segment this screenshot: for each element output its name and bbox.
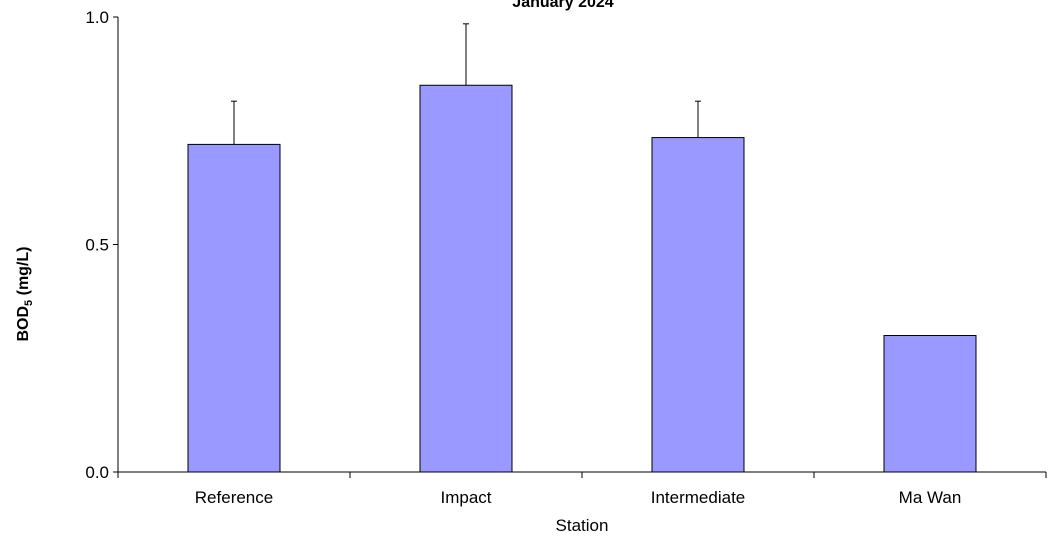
bar-reference	[187, 143, 281, 473]
bars-group	[187, 84, 977, 473]
x-ticks-group: Reference Impact Intermediate Ma Wan	[117, 472, 1047, 507]
chart-title: January 2024	[512, 0, 614, 11]
bar-impact	[419, 84, 513, 473]
y-tick-label: 0.5	[85, 236, 109, 255]
y-axis-label-unit: (mg/L)	[15, 246, 32, 299]
y-axis-label: BOD5 (mg/L)	[15, 246, 35, 341]
x-axis-label: Station	[556, 516, 609, 535]
y-ticks-group: 0.0 0.5 1.0	[85, 8, 118, 482]
y-tick-label: 1.0	[85, 8, 109, 27]
y-axis-label-subscript: 5	[23, 300, 35, 306]
bar-ma-wan	[883, 335, 977, 473]
x-tick-label: Impact	[440, 488, 491, 507]
x-tick-label: Ma Wan	[899, 488, 962, 507]
bar-intermediate	[651, 137, 745, 473]
y-axis-label-main: BOD	[15, 306, 32, 342]
x-tick-label: Intermediate	[651, 488, 746, 507]
y-tick-label: 0.0	[85, 463, 109, 482]
x-tick-label: Reference	[195, 488, 273, 507]
error-bars-group	[231, 23, 701, 145]
